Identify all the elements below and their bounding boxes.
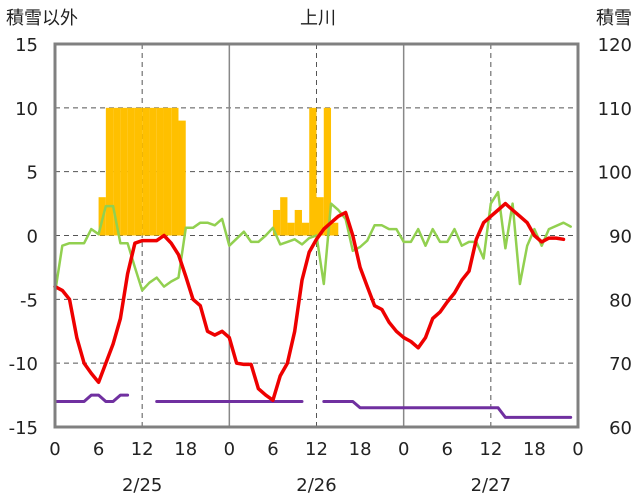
x-tick-label: 6 bbox=[442, 439, 453, 460]
x-tick-label: 0 bbox=[572, 439, 583, 460]
snowfall-bar bbox=[163, 107, 172, 236]
right-tick-label: 110 bbox=[598, 99, 632, 120]
x-tick-label: 12 bbox=[131, 439, 154, 460]
left-tick-label: 5 bbox=[27, 163, 38, 184]
snowfall-bar bbox=[120, 107, 128, 236]
x-tick-label: 18 bbox=[174, 439, 197, 460]
date-label: 2/25 bbox=[122, 475, 162, 496]
snowfall-bar bbox=[149, 107, 157, 236]
left-axis-label: 積雪以外 bbox=[6, 8, 78, 29]
x-tick-label: 0 bbox=[398, 439, 409, 460]
snowfall-bar bbox=[142, 107, 150, 236]
left-tick-label: 10 bbox=[15, 99, 38, 120]
left-tick-label: -5 bbox=[20, 290, 38, 311]
snowfall-bar bbox=[113, 107, 121, 236]
date-label: 2/26 bbox=[296, 475, 336, 496]
snowfall-bar bbox=[105, 107, 114, 236]
snowfall-bar bbox=[171, 107, 179, 236]
left-tick-label: 0 bbox=[27, 227, 38, 248]
temperature-line bbox=[53, 201, 566, 402]
snowfall-bar bbox=[316, 197, 324, 236]
snowfall-bar bbox=[134, 107, 143, 236]
snowfall-bar bbox=[323, 107, 332, 236]
x-tick-label: 0 bbox=[224, 439, 235, 460]
snowfall-bar bbox=[309, 107, 317, 236]
snowfall-bar bbox=[280, 197, 288, 236]
date-label: 2/27 bbox=[471, 475, 511, 496]
wind-line bbox=[53, 190, 572, 295]
left-tick-labels: 15 10 5 0 -5 -10 -15 bbox=[9, 35, 38, 439]
x-tick-label: 6 bbox=[267, 439, 278, 460]
data-lines bbox=[53, 190, 573, 419]
snowfall-bar bbox=[178, 120, 186, 236]
x-tick-label: 18 bbox=[349, 439, 372, 460]
x-tick-label: 6 bbox=[93, 439, 104, 460]
x-tick-label: 12 bbox=[479, 439, 502, 460]
x-tick-label: 0 bbox=[49, 439, 60, 460]
right-tick-label: 90 bbox=[609, 227, 632, 248]
snowfall-bar bbox=[156, 107, 164, 236]
snow_depth-line bbox=[53, 393, 130, 403]
right-tick-label: 80 bbox=[609, 290, 632, 311]
left-tick-label: 15 bbox=[15, 35, 38, 56]
plot-frame bbox=[53, 42, 580, 429]
right-tick-label: 100 bbox=[598, 163, 632, 184]
snowfall-bar bbox=[127, 107, 135, 236]
chart-title: 上川 bbox=[300, 8, 336, 29]
snowfall-bar bbox=[287, 222, 295, 236]
snowfall-bar bbox=[272, 209, 281, 236]
date-labels: 2/25 2/26 2/27 bbox=[122, 475, 511, 496]
right-tick-label: 60 bbox=[609, 418, 632, 439]
right-tick-labels: 120 110 100 90 80 70 60 bbox=[598, 35, 632, 439]
x-tick-labels: 0 6 12 18 0 6 12 18 0 6 12 18 0 bbox=[49, 439, 583, 460]
right-tick-label: 70 bbox=[609, 354, 632, 375]
right-tick-label: 120 bbox=[598, 35, 632, 56]
snowfall-bar bbox=[331, 222, 339, 236]
x-tick-label: 12 bbox=[305, 439, 328, 460]
snowfall-bars bbox=[98, 107, 339, 236]
x-tick-label: 18 bbox=[523, 439, 546, 460]
left-tick-label: -10 bbox=[9, 354, 38, 375]
snow_depth-line bbox=[322, 400, 573, 419]
left-tick-label: -15 bbox=[9, 418, 38, 439]
right-axis-label: 積雪 bbox=[596, 8, 632, 29]
snowfall-bar bbox=[301, 222, 310, 236]
snowfall-bar bbox=[294, 209, 302, 236]
